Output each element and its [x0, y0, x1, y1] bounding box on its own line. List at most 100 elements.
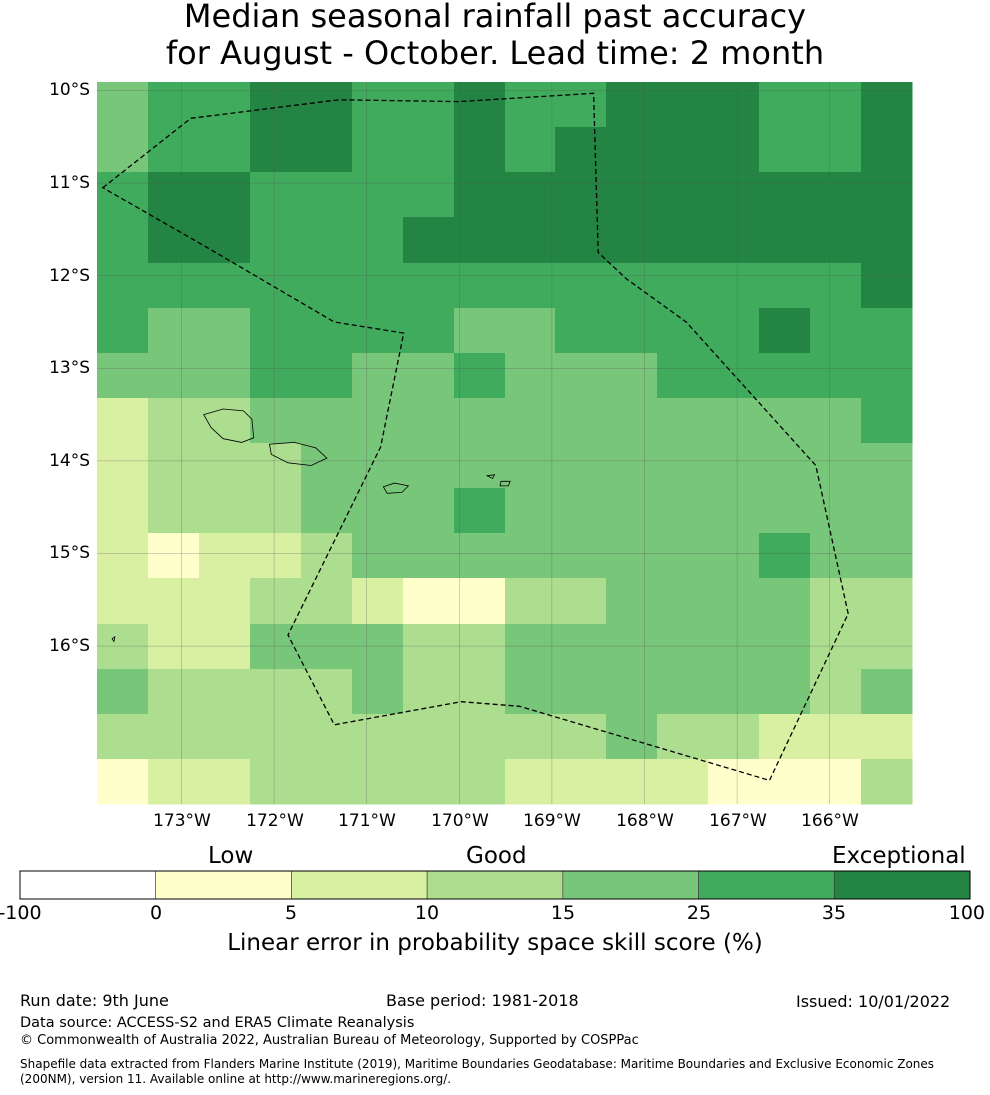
skill-cell — [352, 172, 404, 218]
lat-label-10S: 10°S — [49, 80, 90, 100]
skill-cell — [657, 217, 709, 264]
map-gridlines — [97, 82, 912, 804]
skill-cell — [657, 353, 709, 399]
skill-cell — [352, 488, 404, 534]
skill-cell — [505, 759, 556, 805]
skill-cell — [199, 353, 251, 399]
skill-cell — [148, 127, 200, 173]
skill-cell — [505, 398, 556, 444]
legend-tick: 100 — [948, 902, 985, 924]
skill-cell — [250, 624, 302, 670]
skill-cell — [861, 217, 913, 264]
skill-cell — [148, 714, 200, 760]
skill-cell — [352, 533, 404, 579]
skill-cell — [505, 488, 556, 534]
skill-cell — [97, 263, 149, 309]
skill-cell — [505, 82, 556, 128]
lat-label-15S: 15°S — [49, 543, 90, 563]
skill-cell — [810, 308, 862, 354]
island-outline — [382, 482, 410, 494]
skill-cell — [199, 578, 251, 625]
skill-cell — [759, 398, 811, 444]
skill-cell — [759, 443, 811, 489]
skill-cell — [250, 488, 302, 534]
lat-label-11S: 11°S — [49, 173, 90, 193]
skill-cell — [403, 308, 455, 354]
skill-cell — [97, 127, 149, 173]
skill-cell — [759, 488, 811, 534]
lat-label-12S: 12°S — [49, 266, 90, 286]
skill-cell — [759, 217, 811, 264]
skill-cell — [97, 443, 149, 489]
skill-cell — [97, 82, 149, 128]
skill-cell — [861, 714, 913, 760]
colorbar-segment — [291, 870, 428, 900]
skill-cell — [606, 533, 658, 579]
skill-cell — [250, 533, 302, 579]
skill-cell — [250, 759, 302, 805]
skill-cell — [555, 398, 607, 444]
skill-cell — [657, 398, 709, 444]
skill-cell — [352, 578, 404, 625]
colorbar-segment — [19, 870, 157, 900]
skill-cell — [505, 578, 556, 625]
skill-cell — [708, 308, 760, 354]
skill-cell — [555, 624, 607, 670]
skill-cell — [97, 217, 149, 264]
skill-cell — [810, 714, 862, 760]
shapefile-credit-line1: Shapefile data extracted from Flanders M… — [20, 1057, 935, 1071]
skill-cell — [555, 263, 607, 309]
skill-cell — [199, 488, 251, 534]
skill-cell — [657, 263, 709, 309]
skill-cell — [555, 127, 607, 173]
skill-cell — [555, 759, 607, 805]
skill-cell — [352, 127, 404, 173]
skill-cell — [810, 217, 862, 264]
skill-cell — [403, 443, 455, 489]
legend-tick: 25 — [686, 902, 712, 924]
skill-cell — [403, 353, 455, 399]
skill-grid — [97, 82, 913, 805]
colorbar-label: Linear error in probability space skill … — [227, 930, 763, 956]
skill-cell — [555, 533, 607, 579]
skill-cell — [250, 82, 302, 128]
skill-cell — [861, 443, 913, 489]
skill-cell — [97, 759, 149, 805]
lon-label-173W: 173°W — [153, 811, 211, 831]
skill-cell — [505, 714, 556, 760]
skill-cell — [97, 669, 149, 715]
lon-label-168W: 168°W — [616, 811, 674, 831]
skill-cell — [657, 533, 709, 579]
skill-cell — [148, 488, 200, 534]
skill-cell — [403, 578, 455, 625]
skill-cell — [555, 578, 607, 625]
skill-cell — [505, 624, 556, 670]
legend-category-good: Good — [466, 843, 527, 869]
skill-cell — [301, 82, 353, 128]
skill-cell — [250, 308, 302, 354]
skill-cell — [403, 669, 455, 715]
island-outlines — [111, 408, 511, 643]
skill-cell — [657, 714, 709, 760]
skill-cell — [606, 624, 658, 670]
data-source: Data source: ACCESS-S2 and ERA5 Climate … — [20, 1015, 415, 1031]
skill-cell — [403, 263, 455, 309]
skill-cell — [555, 217, 607, 264]
skill-cell — [403, 398, 455, 444]
base-period: Base period: 1981-2018 — [386, 991, 579, 1010]
skill-cell — [759, 353, 811, 399]
skill-cell — [505, 443, 556, 489]
skill-cell — [657, 127, 709, 173]
skill-cell — [708, 398, 760, 444]
skill-cell — [97, 398, 149, 444]
skill-cell — [606, 353, 658, 399]
legend-tick: 15 — [550, 902, 576, 924]
skill-cell — [97, 533, 149, 579]
legend-category-exceptional: Exceptional — [832, 843, 966, 869]
skill-cell — [301, 488, 353, 534]
skill-cell — [352, 353, 404, 399]
skill-cell — [555, 488, 607, 534]
skill-cell — [657, 488, 709, 534]
skill-cell — [708, 578, 760, 625]
skill-cell — [454, 217, 506, 264]
